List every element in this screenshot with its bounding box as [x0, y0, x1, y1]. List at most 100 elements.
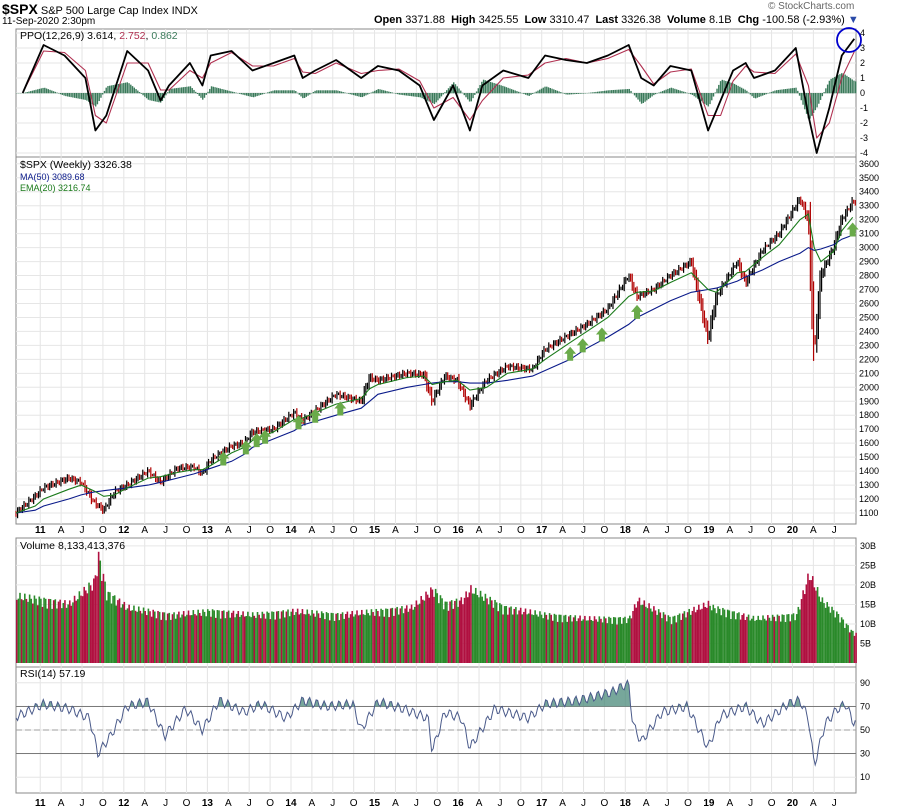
ppo-hist-bar: [360, 93, 362, 98]
volume-bar: [20, 599, 23, 663]
chg-label: Chg: [737, 14, 760, 26]
volume-bar: [787, 614, 790, 663]
x-tick-label: O: [99, 798, 107, 809]
volume-bar: [399, 608, 402, 663]
volume-bar: [550, 614, 552, 663]
ppo-hist-bar: [342, 92, 344, 94]
volume-bar: [725, 617, 727, 663]
volume-bar: [174, 618, 177, 663]
ppo-hist-bar: [637, 93, 639, 100]
price-y-tick: 1700: [859, 424, 879, 434]
x-tick-label: A: [476, 798, 483, 809]
volume-bar: [263, 613, 265, 663]
ppo-hist-bar: [777, 89, 780, 94]
ppo-hist-bar: [807, 93, 810, 119]
volume-bar: [566, 621, 569, 663]
volume-bar: [752, 615, 755, 663]
volume-bar: [693, 606, 695, 663]
volume-bar: [816, 587, 819, 663]
ppo-hist-bar: [45, 88, 48, 94]
ppo-hist-bar: [749, 93, 752, 95]
volume-bar: [478, 597, 480, 663]
volume-bar: [316, 610, 318, 663]
ppo-hist-bar: [705, 93, 708, 106]
ppo-hist-bar: [718, 84, 720, 94]
volume-bar: [356, 610, 358, 663]
volume-bar: [842, 619, 845, 663]
ppo-hist-bar: [668, 88, 671, 94]
volume-bar: [680, 619, 682, 663]
x-tick-label: J: [414, 525, 419, 536]
ppo-hist-bar: [746, 90, 748, 94]
volume-bar: [383, 616, 386, 663]
ppo-hist-bar: [109, 85, 111, 94]
ppo-hist-bar: [275, 90, 278, 94]
volume-bar: [49, 599, 52, 663]
ppo-hist-bar: [337, 90, 339, 94]
ppo-hist-bar: [675, 89, 678, 94]
volume-bar: [574, 615, 577, 663]
ppo-hist-bar: [358, 93, 360, 97]
volume-bar: [104, 581, 106, 663]
x-tick-label: O: [183, 525, 191, 536]
volume-bar: [521, 614, 524, 663]
ppo-hist-bar: [266, 92, 269, 94]
ppo-hist-bar: [256, 93, 258, 97]
x-tick-label: O: [601, 525, 609, 536]
x-tick-label: A: [58, 798, 65, 809]
volume-bar: [706, 607, 708, 663]
ppo-hist-bar: [598, 91, 601, 94]
ppo-hist-bar: [623, 89, 625, 94]
highlight-circle: [836, 27, 862, 53]
ppo-hist-bar: [214, 87, 216, 94]
volume-bar: [672, 616, 674, 663]
volume-bar: [802, 590, 804, 663]
volume-bar: [771, 614, 774, 663]
volume-bar: [380, 608, 382, 663]
ppo-hist-bar: [582, 93, 585, 94]
ppo-hist-bar: [86, 93, 88, 101]
volume-bar: [667, 615, 670, 663]
ppo-hist-bar: [774, 90, 776, 94]
volume-bar: [534, 610, 536, 663]
volume-bar: [397, 614, 400, 663]
volume-bar: [527, 613, 530, 663]
ppo-hist-bar: [154, 93, 157, 102]
ppo-hist-bar: [170, 88, 172, 94]
volume-bar: [458, 600, 461, 663]
volume-bar: [439, 595, 442, 663]
volume-bar: [413, 606, 416, 663]
price-y-tick: 2500: [859, 312, 879, 322]
volume-bar: [198, 612, 201, 663]
last-value: 3326.38: [621, 14, 661, 26]
volume-bar: [558, 614, 561, 663]
ppo-hist-bar: [547, 87, 550, 94]
volume-bar: [503, 606, 506, 663]
volume-bar: [136, 611, 138, 663]
ppo-hist-bar: [316, 90, 318, 94]
volume-bar: [24, 593, 26, 663]
ppo-hist-bar: [505, 87, 508, 94]
volume-bar: [669, 616, 671, 663]
support-arrow: [846, 222, 859, 237]
ppo-hist-bar: [119, 83, 121, 94]
ppo-layer: [16, 38, 857, 154]
ppo-hist-bar: [152, 93, 155, 102]
volume-bar: [300, 613, 302, 663]
volume-bar: [781, 614, 784, 663]
ppo-hist-bar: [303, 93, 306, 98]
ppo-hist-bar: [496, 84, 499, 94]
volume-bar: [779, 621, 782, 663]
volume-bar: [686, 612, 689, 663]
volume-bar: [211, 609, 214, 663]
ppo-hist-bar: [172, 88, 174, 94]
x-tick-label: 15: [369, 525, 381, 536]
ppo-line: [21, 38, 856, 154]
price-y-tick: 1100: [859, 508, 878, 518]
volume-bar: [604, 618, 607, 663]
ppo-hist-bar: [293, 90, 295, 94]
ppo-hist-bar: [417, 93, 420, 98]
ppo-hist-bar: [658, 92, 660, 94]
volume-bar: [675, 622, 678, 663]
price-y-tick: 2400: [859, 326, 879, 336]
